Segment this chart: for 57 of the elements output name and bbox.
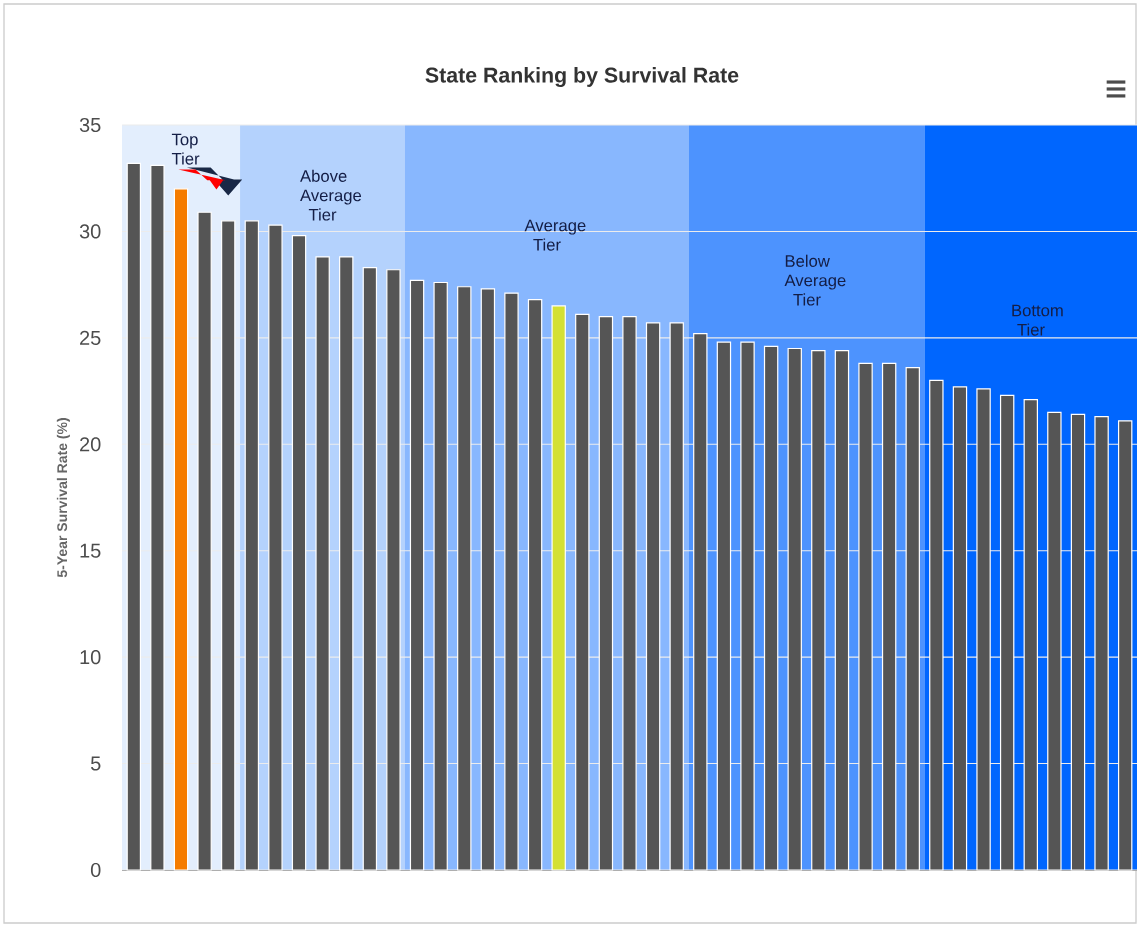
annotation: Average Tier [524, 219, 586, 251]
bar [929, 379, 944, 871]
bar [433, 281, 448, 871]
bar [834, 350, 850, 871]
bar [905, 367, 920, 871]
bar [740, 341, 755, 871]
bar [480, 288, 496, 871]
chart-title: State Ranking by Survival Rate [425, 67, 739, 87]
y-tick-label: 15 [80, 543, 101, 558]
bar [763, 345, 779, 871]
y-tick-label: 0 [90, 862, 101, 878]
annotation: Bottom Tier [1012, 304, 1063, 336]
bar [268, 224, 283, 871]
bar [1047, 411, 1062, 871]
bar [976, 388, 991, 871]
bar [126, 162, 142, 871]
y-tick-label: 20 [80, 437, 101, 452]
bar [1117, 420, 1133, 871]
bar [386, 269, 401, 871]
bar [527, 298, 543, 871]
bar [787, 347, 802, 871]
bar [551, 305, 566, 871]
bar [150, 164, 165, 871]
bar [291, 235, 307, 871]
bar [858, 362, 873, 871]
y-tick-label: 5 [90, 756, 101, 771]
annotation: Above Average Tier [300, 169, 362, 221]
bar [693, 332, 708, 871]
y-tick-label: 35 [79, 117, 101, 133]
y-tick-label: 25 [80, 330, 101, 345]
bar [362, 267, 378, 871]
bar [622, 315, 637, 871]
y-tick-label: 30 [79, 224, 101, 239]
bar [881, 362, 897, 871]
annotation: Top Tier [171, 133, 200, 165]
bar [409, 279, 425, 871]
bar [1070, 413, 1086, 871]
bar [1023, 398, 1038, 871]
bar [244, 220, 260, 871]
bar [339, 256, 354, 871]
bar [645, 322, 661, 871]
bar [999, 394, 1015, 871]
y-axis-title: 5-Year Survival Rate (%) [56, 418, 70, 578]
annotation: Below Average Tier [784, 254, 846, 306]
bar [504, 292, 519, 871]
bar [811, 350, 826, 871]
bar [221, 220, 236, 871]
bar [575, 313, 590, 871]
bar [669, 322, 684, 871]
bar [716, 341, 732, 871]
bar [197, 211, 212, 871]
bar [1094, 416, 1109, 871]
bar [598, 315, 614, 871]
bar [315, 256, 330, 871]
y-tick-label: 10 [80, 650, 101, 665]
bar [952, 386, 968, 871]
bar [457, 286, 472, 871]
